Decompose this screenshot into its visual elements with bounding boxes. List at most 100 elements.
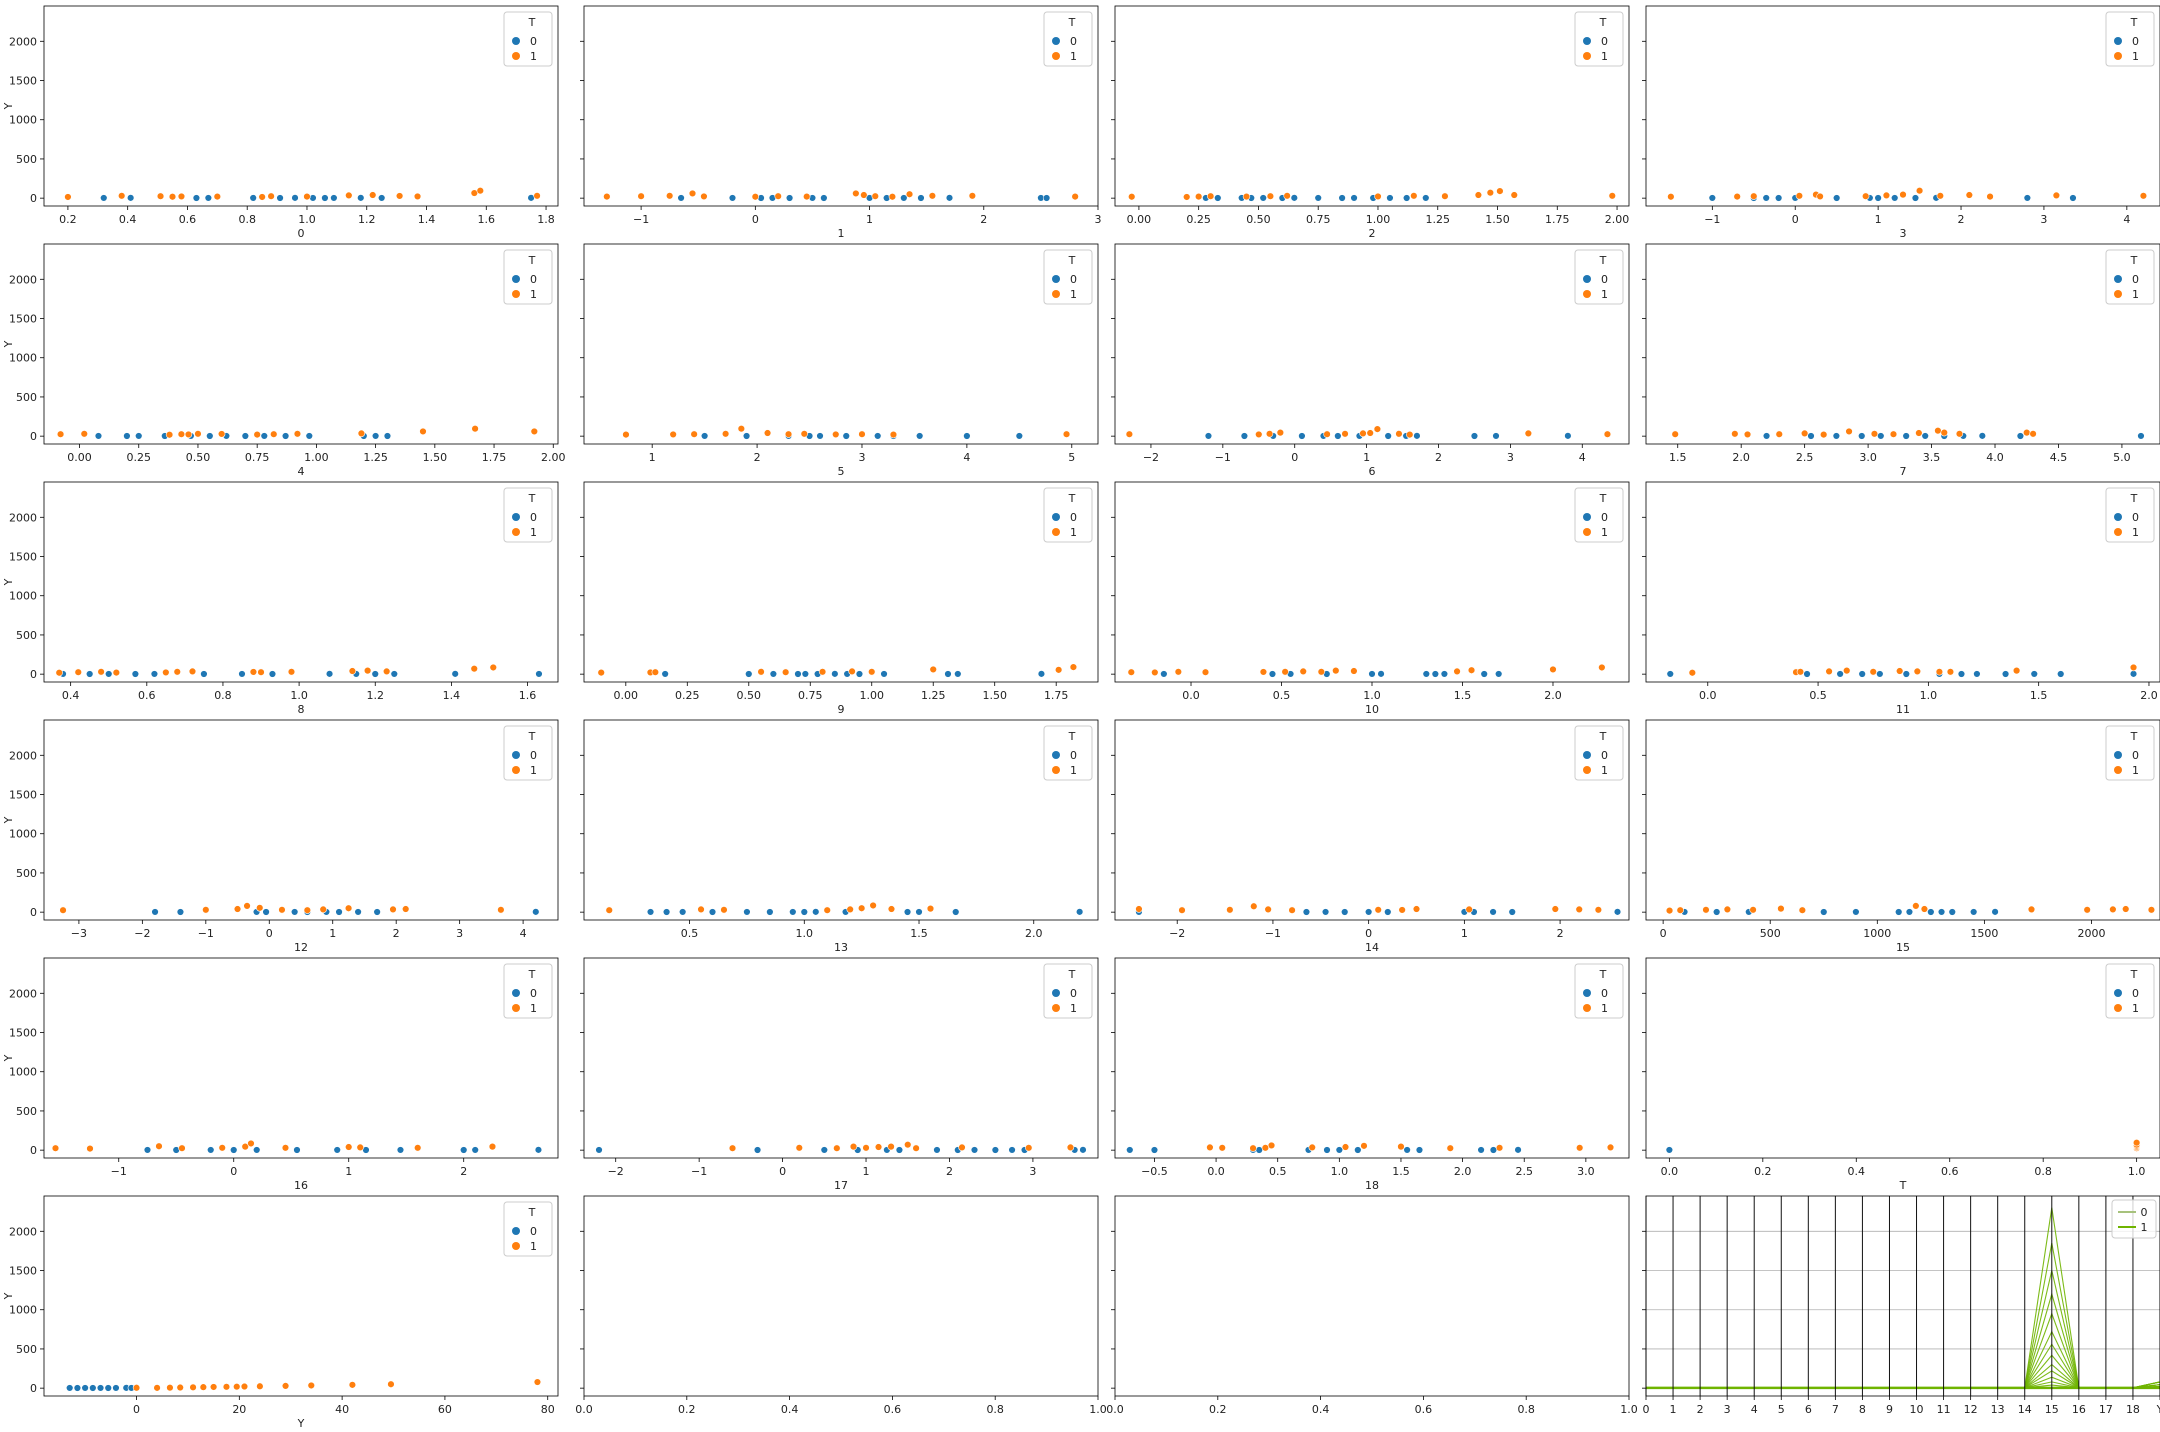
panel-16-point-t1 <box>218 1144 226 1152</box>
panel-9-point-t0 <box>831 670 839 678</box>
panel-17-legend-marker-1 <box>1052 1004 1060 1012</box>
panel-18-legend-label-0: 0 <box>1601 987 1608 1000</box>
panel-6-legend-label-1: 1 <box>1601 288 1608 301</box>
panel-17-point-t0 <box>991 1146 1000 1154</box>
panel-16-legend-label-0: 0 <box>530 987 537 1000</box>
panel-6-point-t1 <box>1341 430 1349 438</box>
panel-7-xtick-label: 2.5 <box>1796 451 1814 464</box>
parallel-panel-xtick-label: 8 <box>1859 1403 1866 1416</box>
panel-9-point-t0 <box>954 670 962 678</box>
parallel-panel-xtick-label: 9 <box>1886 1403 1893 1416</box>
panel-1-point-t1 <box>774 192 782 200</box>
panel-15-point-t0 <box>1905 908 1914 916</box>
panel-1-legend-label-1: 1 <box>1070 50 1077 63</box>
panel-2-xtick-label: 1.50 <box>1485 213 1510 226</box>
panel-9-xtick-label: 1.50 <box>982 689 1007 702</box>
parallel-panel-xtick-label: Y <box>2156 1403 2160 1416</box>
panel-7-legend-label-1: 1 <box>2132 288 2139 301</box>
panel-0-point-t1 <box>303 192 311 201</box>
panel-12-ytick-label: 0 <box>30 906 37 919</box>
panel-6-xtick-label: 2 <box>1435 451 1442 464</box>
panel-3-point-t0 <box>2069 194 2077 202</box>
panel-16-legend-marker-1 <box>512 1004 520 1012</box>
panel-Y-point-t1 <box>132 1384 141 1392</box>
panel-16-point-t1 <box>414 1144 422 1152</box>
panel-T-frame <box>1645 957 2160 1159</box>
panel-12-point-t0 <box>176 908 185 916</box>
panel-10-point-t0 <box>1160 670 1168 678</box>
panel-17-frame <box>583 957 1099 1159</box>
panel-13-legend-label-0: 0 <box>1070 749 1077 762</box>
panel-8-xtick-label: 1.6 <box>519 689 537 702</box>
panel-10-point-t0 <box>1440 670 1449 678</box>
panel-Y-point-t0 <box>96 1384 105 1392</box>
panel-0: 0 500 1000 1500 2000 Y 0.2 0.4 0.6 0.8 1.0 1.2 1.4 1.… <box>2 5 559 240</box>
panel-12-xtick-label: 0 <box>266 927 273 940</box>
panel-2-xtick-label: 1.00 <box>1366 213 1391 226</box>
panel-14-point-t1 <box>1412 905 1421 913</box>
panel-1-point-t0 <box>785 194 794 202</box>
panel-Y-point-t1 <box>199 1383 208 1391</box>
panel-14-point-t0 <box>1613 908 1622 916</box>
panel-1-point-t1 <box>860 191 868 199</box>
panel-11-point-t1 <box>1825 667 1833 676</box>
parallel-panel-series-line <box>1646 1354 2160 1389</box>
panel-Y-ylabel: Y <box>2 1292 15 1300</box>
panel-7-point-t1 <box>1955 430 1964 438</box>
panel-0-xtick-label: 0.8 <box>238 213 256 226</box>
panel-3-point-t0 <box>1874 194 1882 202</box>
panel-11-point-t1 <box>1935 668 1944 676</box>
panel-3-point-t0 <box>2023 194 2032 202</box>
panel-13-xtick-label: 2.0 <box>1025 927 1043 940</box>
panel-13-legend-title: T <box>1068 730 1076 743</box>
panel-4-point-t1 <box>293 430 302 438</box>
panel-0-legend-marker-1 <box>512 52 520 60</box>
panel-4-point-t0 <box>281 432 290 440</box>
panel-0-point-t0 <box>249 194 257 202</box>
panel-15-point-t0 <box>1991 908 1999 916</box>
panel-4-xtick-label: 1.25 <box>363 451 388 464</box>
panel-8-point-t0 <box>325 670 334 678</box>
panel-12-point-t0 <box>354 908 362 916</box>
panel-0-xtick-label: 1.6 <box>478 213 496 226</box>
panel-12-ytick-label: 1000 <box>9 828 37 841</box>
parallel-panel-xtick-label: 17 <box>2099 1403 2113 1416</box>
panel-13-point-t0 <box>678 908 687 916</box>
panel-17-xtick-label: 0 <box>779 1165 786 1178</box>
panel-9: 0.00 0.25 0.50 0.75 1.00 1.25 1.50 1.75 9 T 0 1 <box>580 481 1099 716</box>
panel-18-point-t1 <box>1308 1143 1316 1152</box>
panel-Y-xtick-label: 0 <box>133 1403 140 1416</box>
panel-17-legend-title: T <box>1068 968 1076 981</box>
panel-3-point-t1 <box>1936 192 1945 200</box>
panel-17-point-t0 <box>1008 1146 1016 1154</box>
panel-13: 0.5 1.0 1.5 2.0 13 T 0 1 <box>580 719 1099 954</box>
panel-9-point-t1 <box>929 665 937 674</box>
panel-5-xtick-label: 3 <box>858 451 865 464</box>
panel-7-point-t1 <box>1775 430 1783 438</box>
panel-14-point-t1 <box>1575 905 1583 914</box>
panel-18-xtick-label: 2.5 <box>1515 1165 1533 1178</box>
panel-9-legend-label-0: 0 <box>1070 511 1077 524</box>
panel-6-xtick-label: 3 <box>1507 451 1514 464</box>
panel-3-point-t1 <box>1986 192 1994 201</box>
panel-11-point-t0 <box>1957 670 1966 678</box>
panel-6-point-t1 <box>1524 429 1533 438</box>
parallel-panel-legend-box <box>2111 1199 2157 1239</box>
panel-9-legend-marker-1 <box>1052 528 1060 536</box>
panel-11-point-t0 <box>1902 670 1911 678</box>
panel-18-xtick-label: 3.0 <box>1577 1165 1595 1178</box>
panel-6-point-t1 <box>1359 429 1367 438</box>
panel-4-point-t0 <box>260 432 268 440</box>
panel-14-point-t0 <box>1364 908 1373 916</box>
panel-15-point-t0 <box>1927 908 1935 916</box>
panel-6-xlabel: 6 <box>1369 465 1376 478</box>
panel-16-point-t1 <box>356 1143 364 1152</box>
panel-8-point-t1 <box>257 668 265 676</box>
panel-11-legend-title: T <box>2130 492 2138 505</box>
panel-1-point-t1 <box>700 192 708 201</box>
panel-17-point-t1 <box>958 1143 966 1152</box>
panel-15-point-t0 <box>1969 908 1978 916</box>
panel-0-point-t0 <box>276 194 284 202</box>
panel-4-legend-label-0: 0 <box>530 273 537 286</box>
panel-0-point-t0 <box>291 194 299 202</box>
